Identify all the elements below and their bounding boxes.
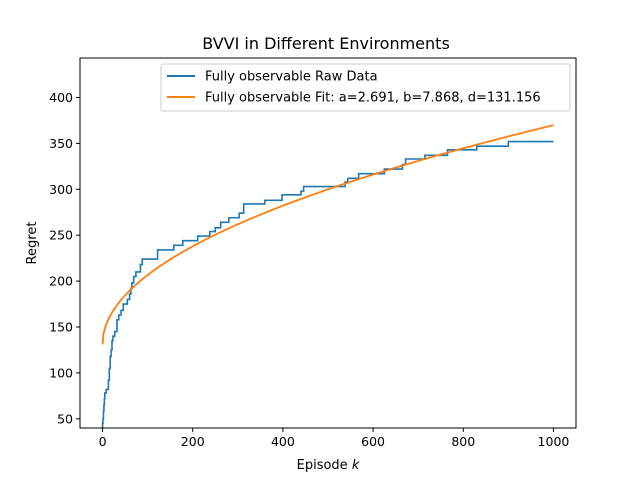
- x-tick-label-800: 800: [451, 434, 475, 449]
- legend-box: [160, 63, 571, 112]
- x-axis: 0 200 400 600 800 1000: [99, 428, 570, 449]
- x-axis-label: Episode k: [297, 458, 360, 473]
- x-tick-label-200: 200: [181, 434, 205, 449]
- legend-label-fit: Fully observable Fit: a=2.691, b=7.868, …: [205, 91, 541, 106]
- y-tick-label-100: 100: [49, 365, 73, 380]
- x-tick-label-1000: 1000: [538, 434, 570, 449]
- series-line-fit: [101, 124, 554, 345]
- chart-title: BVVI in Different Environments: [202, 34, 450, 53]
- x-axis-label-text: Episode: [297, 458, 348, 473]
- x-tick-label-600: 600: [361, 434, 385, 449]
- y-tick-label-50: 50: [57, 411, 73, 426]
- y-tick-label-200: 200: [49, 274, 73, 289]
- y-tick-label-350: 350: [49, 136, 73, 151]
- plot-frame: [79, 57, 577, 429]
- plot-area: [79, 57, 577, 429]
- x-tick-label-0: 0: [99, 434, 107, 449]
- x-axis-label-variable: k: [352, 458, 360, 473]
- x-tick-label-400: 400: [271, 434, 295, 449]
- series-layer: [101, 124, 554, 428]
- series-line-raw-data: [101, 140, 554, 428]
- y-tick-label-400: 400: [49, 90, 73, 105]
- legend-label-raw-data: Fully observable Raw Data: [205, 70, 378, 85]
- y-tick-label-250: 250: [49, 228, 73, 243]
- y-axis: 50 100 150 200 250 300 350 400: [49, 90, 80, 426]
- y-tick-label-300: 300: [49, 182, 73, 197]
- y-tick-label-150: 150: [49, 320, 73, 335]
- y-axis-label: Regret: [25, 222, 40, 265]
- legend: Fully observable Raw Data Fully observab…: [160, 63, 571, 112]
